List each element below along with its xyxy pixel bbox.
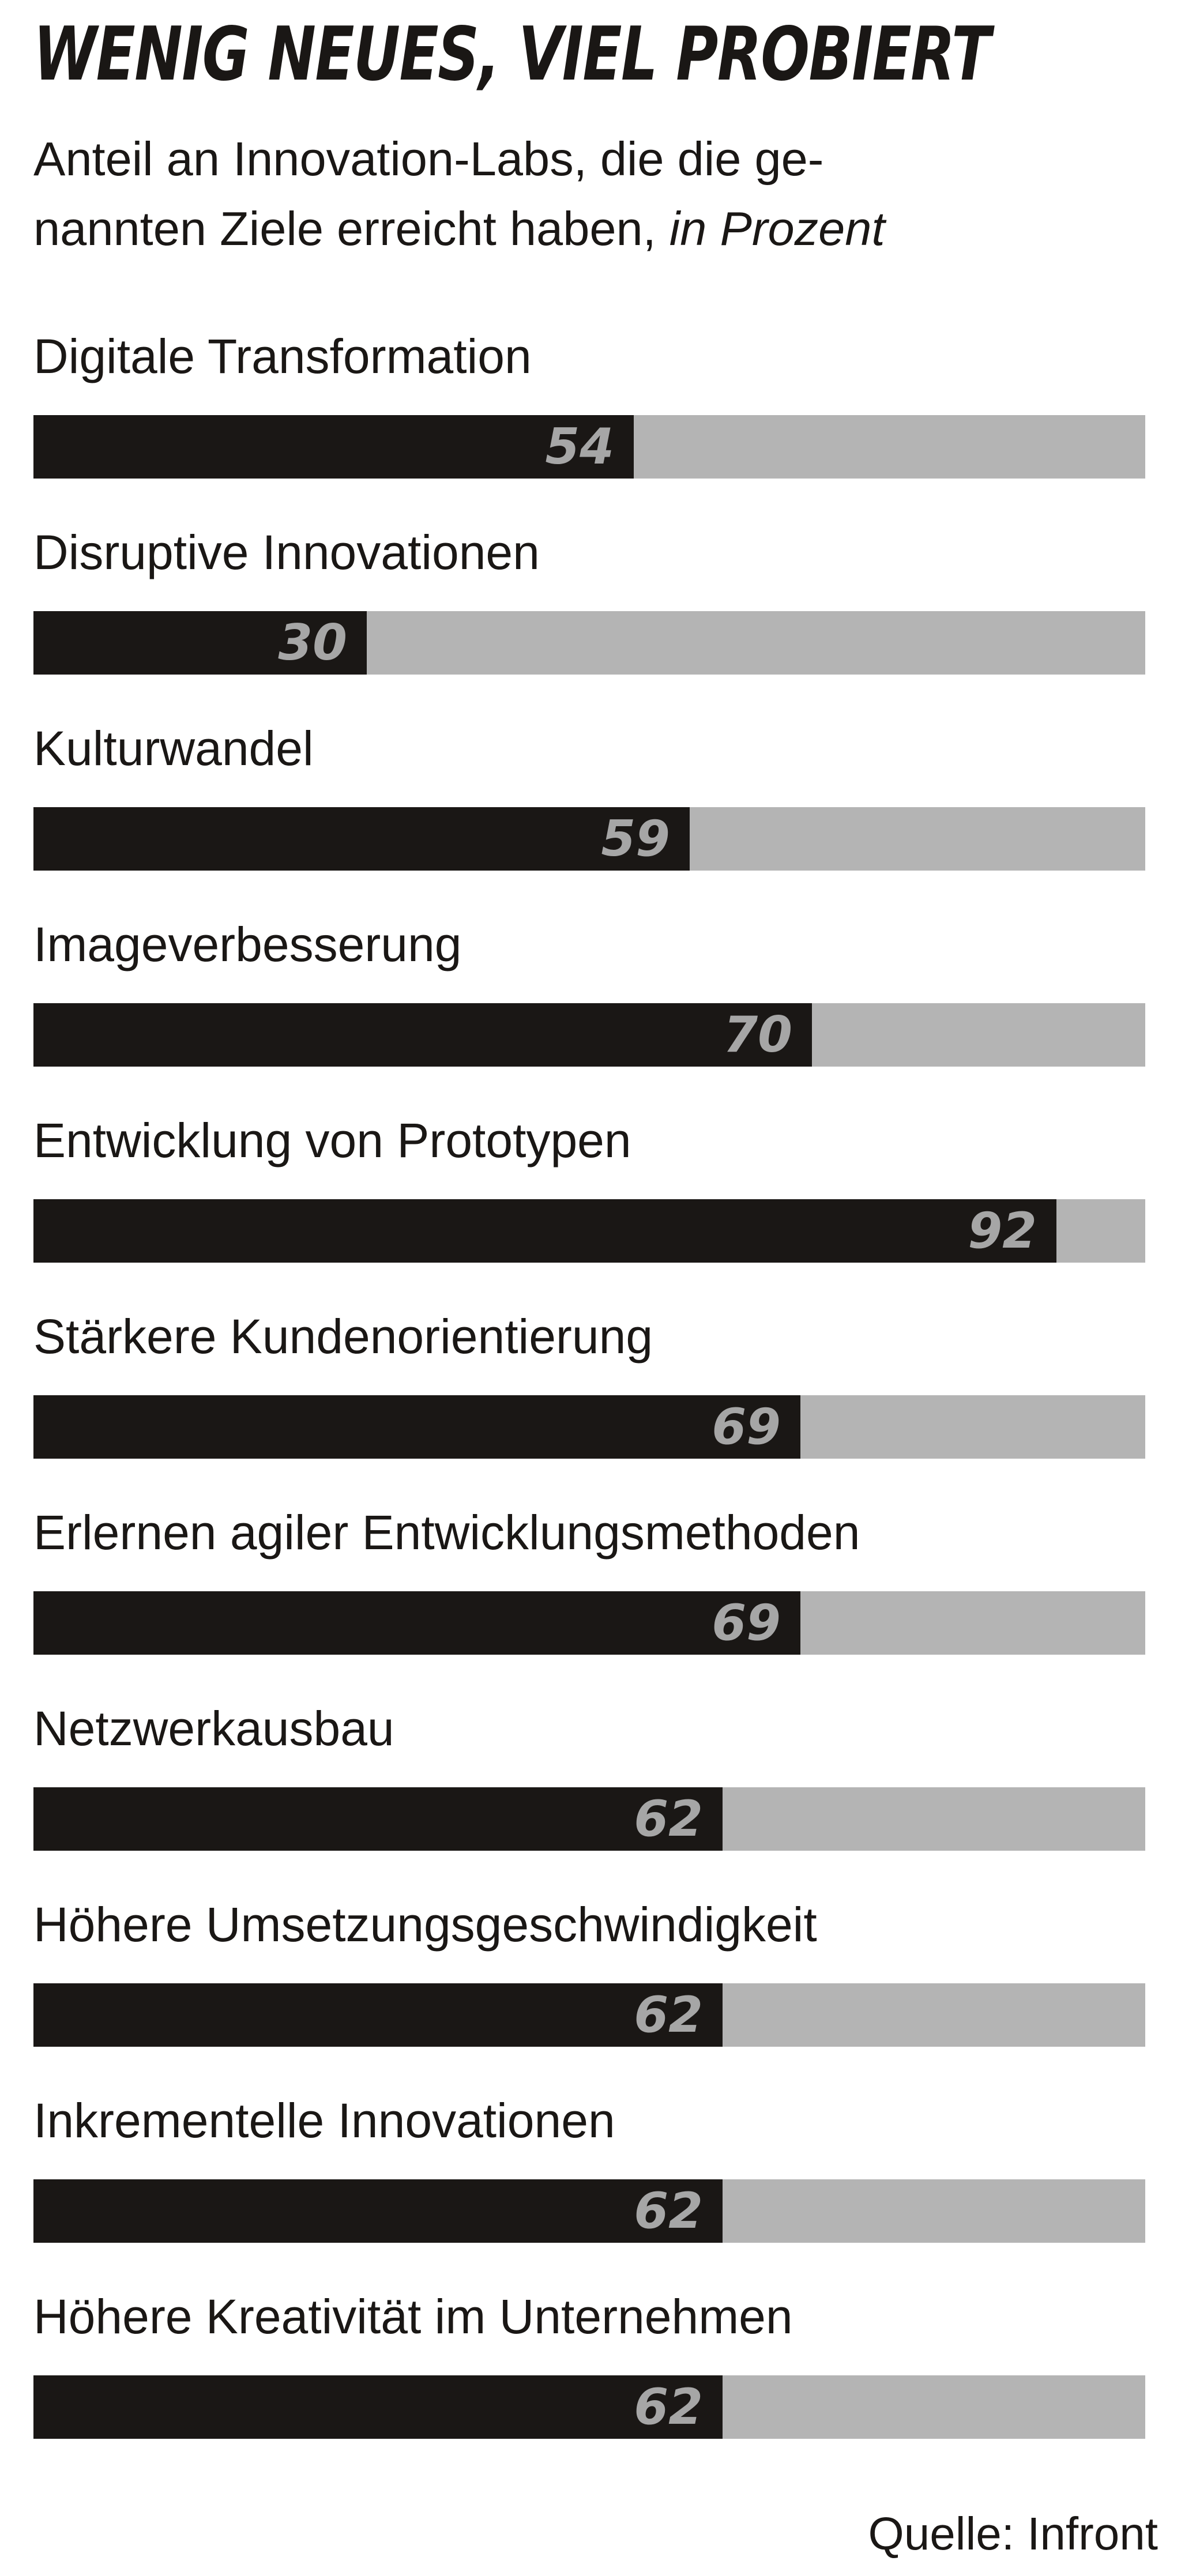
subtitle-unit: in Prozent [669,202,885,255]
bar-track: 69 [33,1591,1145,1655]
bar-label: Inkrementelle Innovationen [33,2093,615,2148]
bar [33,415,634,479]
bar-track: 92 [33,1199,1145,1263]
chart-subtitle: Anteil an Innovation-Labs, die die ge- n… [33,124,1164,263]
bar [33,611,367,675]
bar [33,1003,812,1067]
bar-label: Imageverbesserung [33,917,462,971]
bar-label: Digitale Transformation [33,329,532,383]
bar-track: 59 [33,807,1145,871]
subtitle-line-1: Anteil an Innovation-Labs, die die ge- [33,132,824,186]
bar-label: Höhere Umsetzungsgeschwindigkeit [33,1897,817,1952]
bar-value-label: 62 [634,2182,703,2240]
bar-track: 62 [33,2375,1145,2439]
bar-value-label: 69 [712,1398,781,1456]
bar [33,1591,800,1655]
bar-track: 69 [33,1395,1145,1459]
bar-track: 62 [33,1787,1145,1851]
bar-value-label: 92 [968,1202,1037,1260]
bar-label: Netzwerkausbau [33,1701,394,1756]
bar-track: 62 [33,1983,1145,2047]
bar-value-label: 62 [634,1986,703,2044]
subtitle-line-2: nannten Ziele erreicht haben, in Prozent [33,194,1164,263]
bar-value-label: 70 [723,1006,792,1064]
subtitle-text: nannten Ziele erreicht haben, [33,202,656,255]
bar-label: Erlernen agiler Entwicklungsmethoden [33,1505,860,1560]
bar-value-label: 69 [712,1594,781,1652]
bar-track: 54 [33,415,1145,479]
bar-value-label: 62 [634,1790,703,1848]
bar-label: Disruptive Innovationen [33,525,540,579]
bar [33,2179,723,2243]
bar [33,1199,1056,1263]
bar-value-label: 59 [601,810,670,868]
source-note: Quelle: Infront [868,2508,1159,2559]
bar-track: 62 [33,2179,1145,2243]
chart-title: WENIG NEUES, VIEL PROBIERT [33,12,991,97]
bar-value-label: 54 [545,418,614,476]
bar-label: Entwicklung von Prototypen [33,1113,631,1168]
bar-label: Kulturwandel [33,721,314,775]
bar-track: 30 [33,611,1145,675]
bar [33,1395,800,1459]
bar [33,1983,723,2047]
bar [33,807,690,871]
bar-value-label: 30 [278,614,347,672]
bar [33,2375,723,2439]
bar-track: 70 [33,1003,1145,1067]
bar-value-label: 62 [634,2378,703,2436]
bar [33,1787,723,1851]
bar-label: Stärkere Kundenorientierung [33,1309,653,1364]
bar-label: Höhere Kreativität im Unternehmen [33,2289,793,2344]
